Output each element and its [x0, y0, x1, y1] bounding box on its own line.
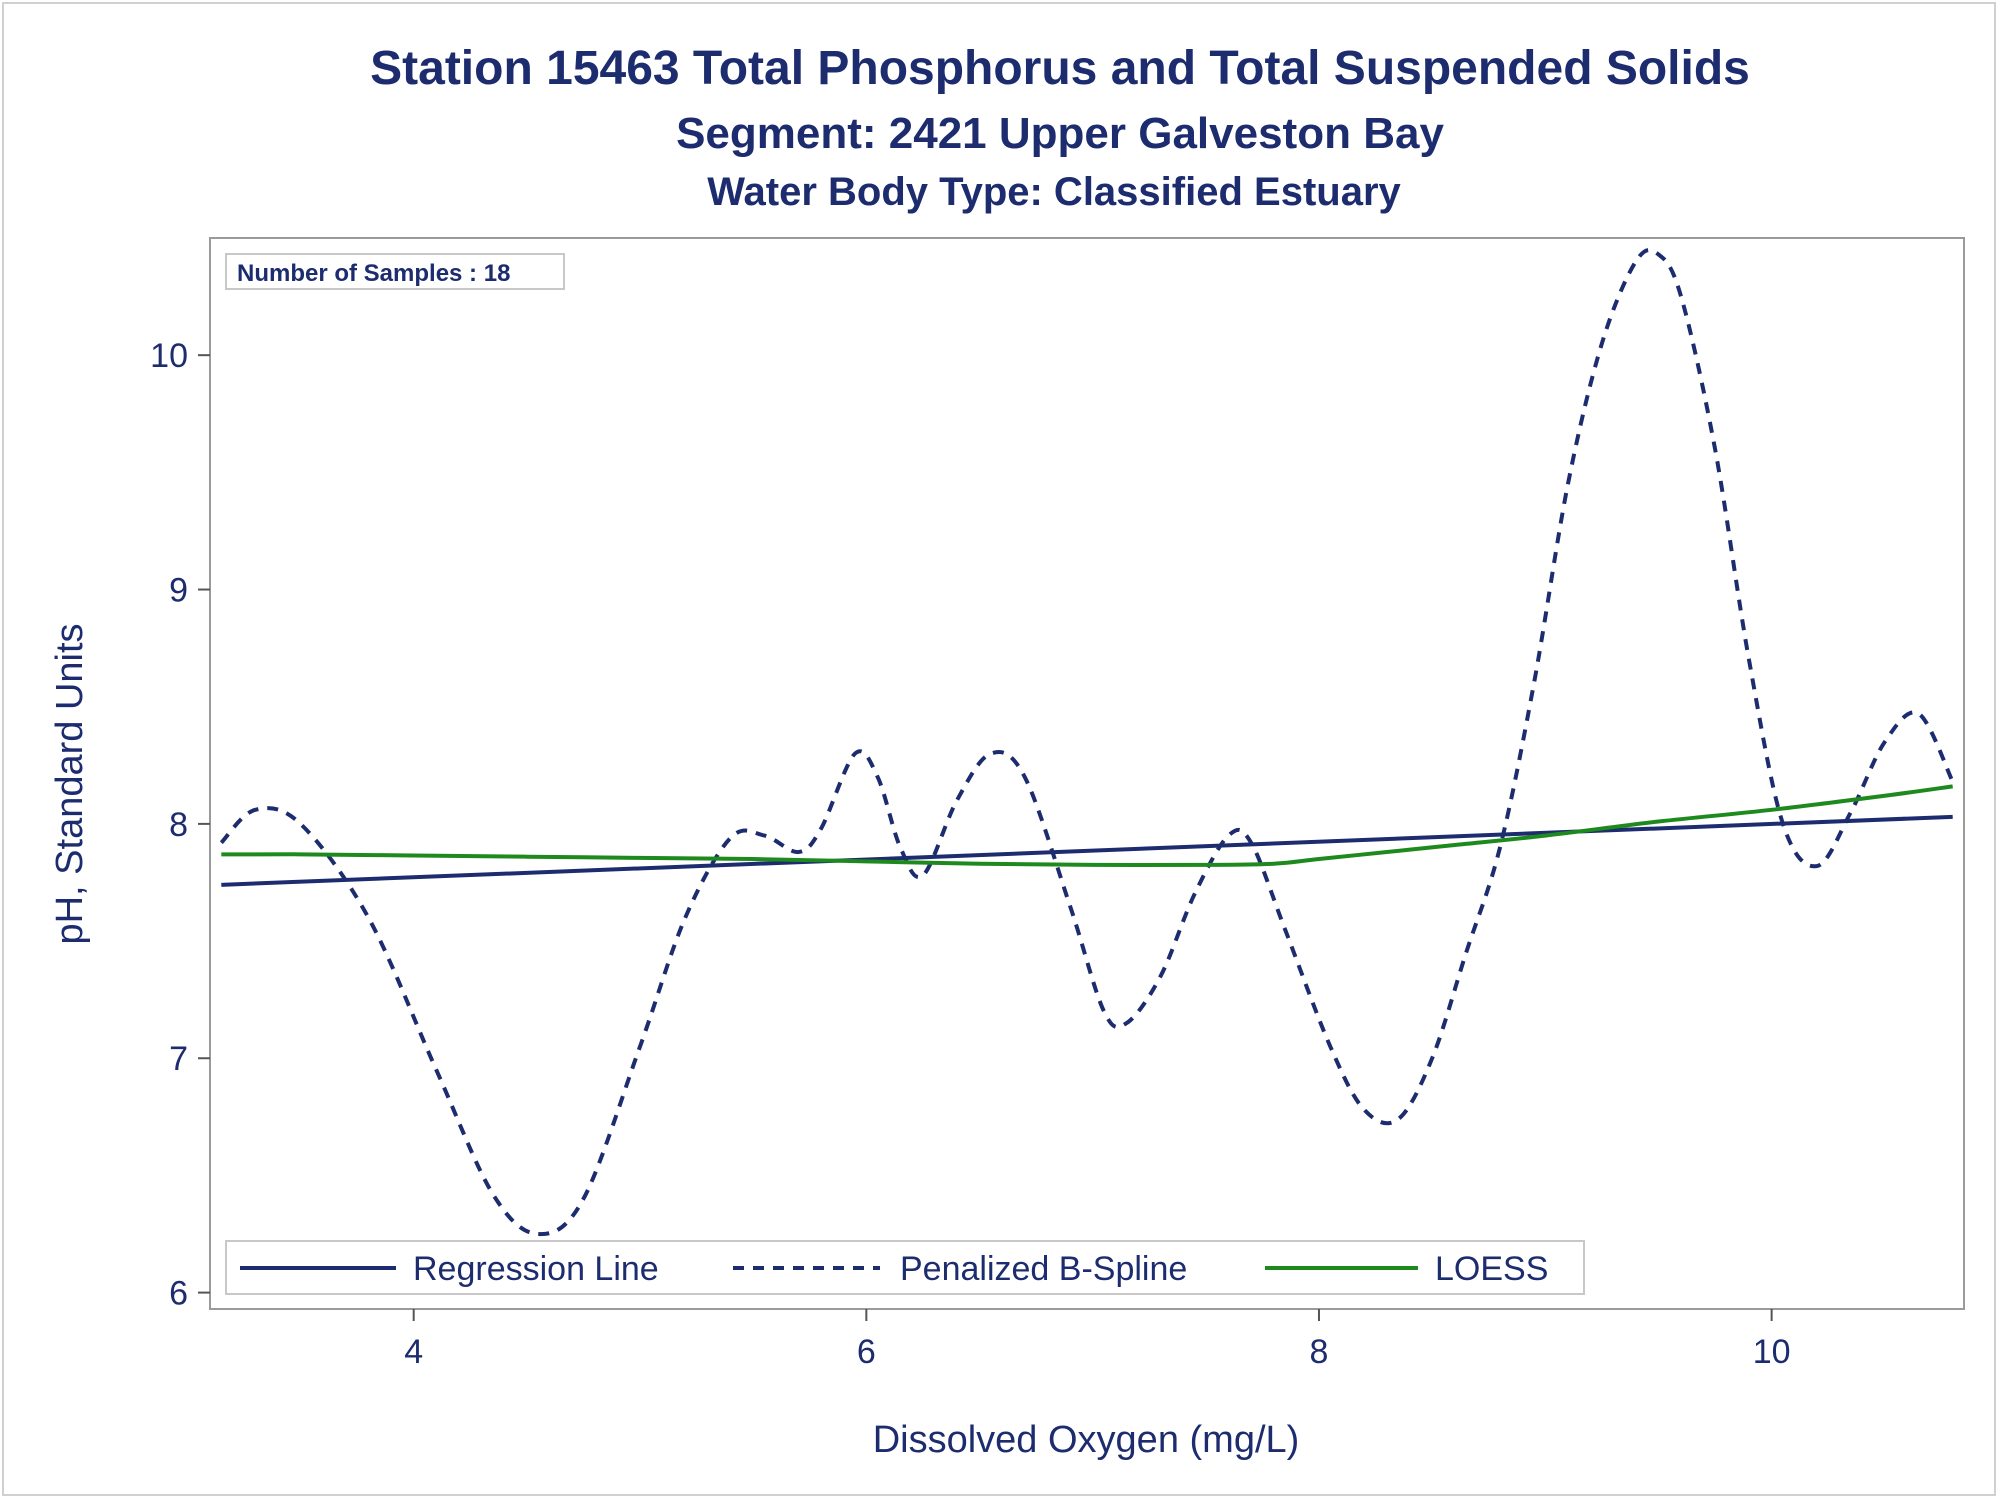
legend-label-penalized-b-spline: Penalized B-Spline [900, 1250, 1187, 1288]
series-line-regression-line [221, 814, 1953, 887]
y-tick-label: 6 [169, 1275, 188, 1313]
series-line-loess [221, 784, 1953, 868]
x-tick-label: 4 [404, 1333, 423, 1371]
y-tick-label: 8 [169, 806, 188, 844]
series-layer [219, 248, 1955, 1237]
y-axis: 6 7 8 9 10 [150, 337, 210, 1313]
series-line-penalized-b-spline [219, 248, 1955, 1237]
x-tick-label: 6 [857, 1333, 876, 1371]
sample-count-box-border [225, 253, 565, 290]
chart-subtitle-2: Water Body Type: Classified Estuary [707, 170, 1401, 214]
y-tick-label: 9 [169, 572, 188, 610]
plot-area [209, 237, 1965, 1310]
legend-label-loess: LOESS [1435, 1250, 1548, 1288]
y-axis-label: pH, Standard Units [49, 623, 91, 944]
x-axis: 4 6 8 10 [404, 1309, 1791, 1371]
legend-label-regression-line: Regression Line [413, 1250, 659, 1288]
x-tick-label: 8 [1310, 1333, 1329, 1371]
x-axis-label: Dissolved Oxygen (mg/L) [873, 1419, 1300, 1461]
y-tick-label: 7 [169, 1040, 188, 1078]
sample-count-box: Number of Samples : 18 [225, 253, 565, 290]
chart-subtitle: Segment: 2421 Upper Galveston Bay [676, 109, 1444, 158]
x-tick-label: 10 [1753, 1333, 1791, 1371]
chart-title: Station 15463 Total Phosphorus and Total… [370, 42, 1750, 95]
legend: Regression Line Penalized B-Spline LOESS [225, 1240, 1585, 1295]
y-tick-label: 10 [150, 337, 188, 375]
sample-count-label: Number of Samples : 18 [237, 260, 510, 287]
